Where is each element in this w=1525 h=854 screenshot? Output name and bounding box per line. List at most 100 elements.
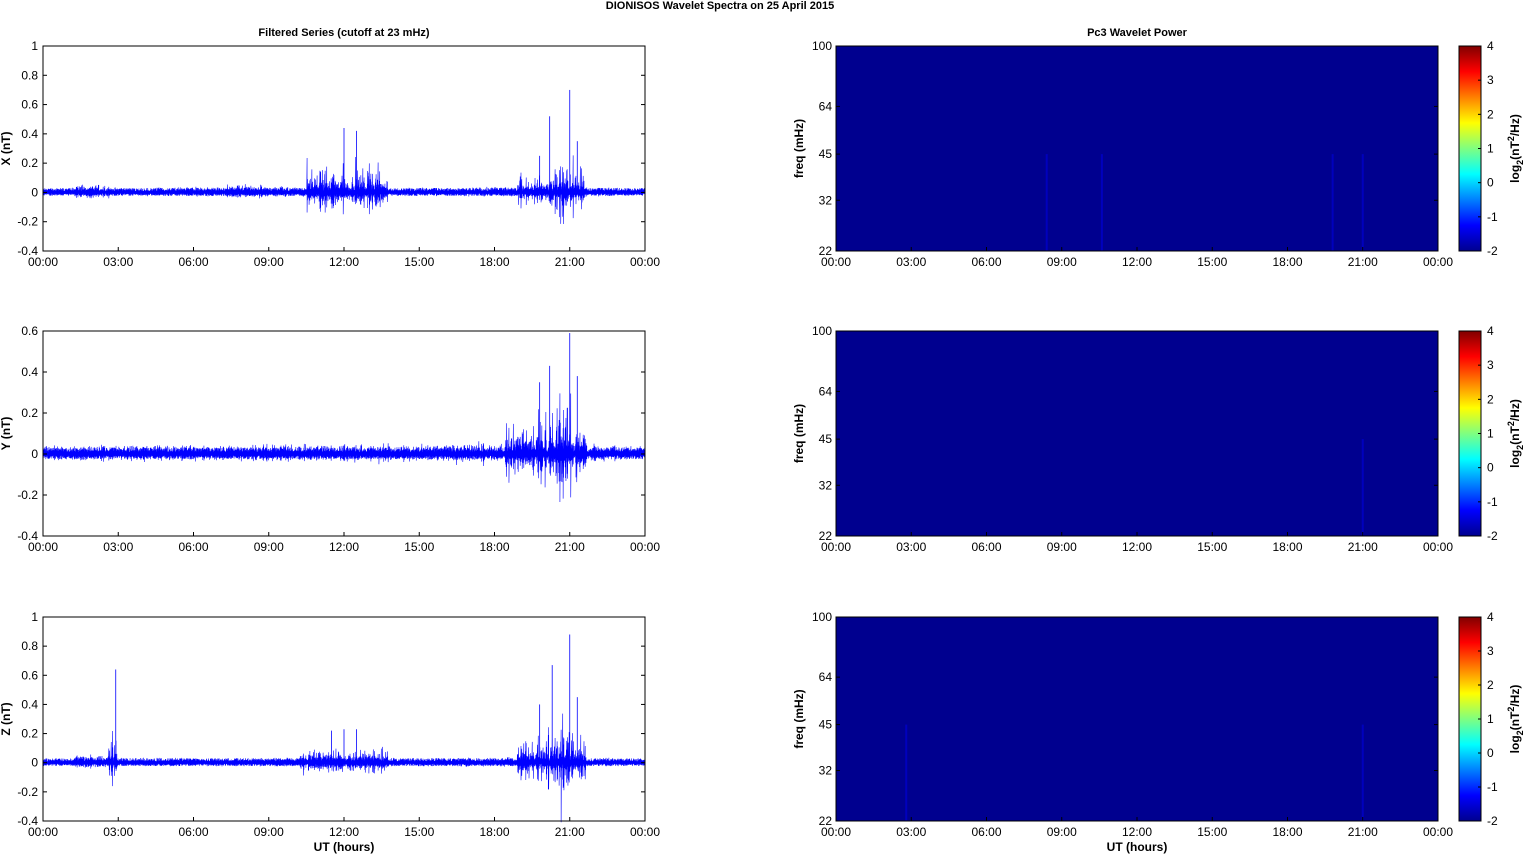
x-series-xtick-label: 21:00: [555, 255, 585, 269]
y-wavelet-ytick-label: 45: [819, 432, 833, 446]
y-series-xtick-label: 06:00: [178, 540, 208, 554]
x-series-ytick-label: 1: [31, 39, 38, 53]
y-wavelet-xtick-label: 15:00: [1197, 540, 1227, 554]
x-wavelet-xtick-label: 21:00: [1348, 255, 1378, 269]
y-wavelet-colorbar-tick-label: 2: [1487, 392, 1494, 406]
x-series-ytick-label: 0.4: [21, 127, 38, 141]
z-wavelet-xtick-label: 00:00: [821, 825, 851, 839]
y-wavelet-power-streak: [1361, 439, 1364, 536]
x-series-xtick-label: 12:00: [329, 255, 359, 269]
x-wavelet-colorbar-tick-label: 1: [1487, 142, 1494, 156]
x-wavelet-colorbar-label: log2(nT2/Hz): [1506, 114, 1525, 183]
y-wavelet-ytick-label: 32: [819, 478, 833, 492]
x-wavelet-ytick-label: 45: [819, 147, 833, 161]
y-wavelet-xtick-label: 03:00: [896, 540, 926, 554]
z-wavelet-power-streak: [1361, 724, 1364, 821]
y-series-xtick-label: 00:00: [630, 540, 660, 554]
y-wavelet-colorbar-tick-label: 3: [1487, 358, 1494, 372]
x-wavelet-xtick-label: 06:00: [971, 255, 1001, 269]
x-wavelet-xtick-label: 03:00: [896, 255, 926, 269]
z-wavelet-colorbar-tick-label: 4: [1487, 610, 1494, 624]
z-wavelet-ytick-label: 100: [812, 610, 832, 624]
x-wavelet-ytick-label: 100: [812, 39, 832, 53]
y-wavelet-colorbar: [1458, 330, 1482, 537]
y-series-ytick-label: 0.4: [21, 365, 38, 379]
y-series-xtick-label: 03:00: [103, 540, 133, 554]
x-wavelet-ytick-label: 32: [819, 193, 833, 207]
x-wavelet-colorbar: [1458, 45, 1482, 252]
figure-title: DIONISOS Wavelet Spectra on 25 April 201…: [606, 0, 834, 12]
z-wavelet-colorbar-tick-label: 2: [1487, 678, 1494, 692]
x-wavelet-xtick-label: 15:00: [1197, 255, 1227, 269]
y-series-ytick-label: 0.2: [21, 406, 38, 420]
y-wavelet-ytick-label: 64: [819, 384, 833, 398]
z-wavelet-colorbar-tick-label: -2: [1487, 814, 1498, 828]
z-series-ytick-label: 1: [31, 610, 38, 624]
x-wavelet-xtick-label: 09:00: [1047, 255, 1077, 269]
y-series-xtick-label: 00:00: [28, 540, 58, 554]
y-wavelet-colorbar-tick-label: -1: [1487, 495, 1498, 509]
y-wavelet-heatmap: [836, 331, 1438, 536]
z-wavelet-xtick-label: 09:00: [1047, 825, 1077, 839]
y-wavelet-y-axis-label: freq (mHz): [792, 404, 806, 463]
y-series-ytick-label: -0.2: [17, 488, 38, 502]
z-series-xtick-label: 21:00: [555, 825, 585, 839]
z-series-ytick-label: 0.2: [21, 727, 38, 741]
y-wavelet-xtick-label: 21:00: [1348, 540, 1378, 554]
y-wavelet-xtick-label: 18:00: [1272, 540, 1302, 554]
x-series-axes: 1 0.8 0.6 0.4 0.2 0 -0.2 -0.4 X (nT): [0, 39, 646, 258]
x-series-xtick-label: 00:00: [28, 255, 58, 269]
right-x-axis-label: UT (hours): [1107, 840, 1168, 854]
x-wavelet-xtick-label: 12:00: [1122, 255, 1152, 269]
x-wavelet-colorbar-tick-label: -1: [1487, 210, 1498, 224]
z-wavelet-colorbar-tick-label: 0: [1487, 746, 1494, 760]
wavelet-power-title: Pc3 Wavelet Power: [1087, 27, 1188, 39]
x-series-y-axis-label: X (nT): [0, 132, 13, 166]
x-series-ytick-label: -0.2: [17, 215, 38, 229]
x-wavelet-colorbar-tick-label: -2: [1487, 244, 1498, 258]
y-series-xtick-label: 21:00: [555, 540, 585, 554]
y-series-ytick-label: 0: [31, 447, 38, 461]
z-wavelet-xtick-label: 03:00: [896, 825, 926, 839]
y-wavelet-xtick-label: 06:00: [971, 540, 1001, 554]
z-series-y-axis-label: Z (nT): [0, 702, 13, 735]
z-wavelet-xtick-label: 21:00: [1348, 825, 1378, 839]
z-series-xtick-label: 09:00: [254, 825, 284, 839]
x-wavelet-colorbar-tick-label: 0: [1487, 176, 1494, 190]
x-series-xtick-label: 15:00: [404, 255, 434, 269]
x-series-xtick-label: 03:00: [103, 255, 133, 269]
x-wavelet-heatmap: [836, 46, 1438, 251]
z-series-xtick-label: 00:00: [28, 825, 58, 839]
filtered-series-title: Filtered Series (cutoff at 23 mHz): [258, 27, 429, 39]
z-wavelet-colorbar-tick-label: 3: [1487, 644, 1494, 658]
z-series-ytick-label: 0.6: [21, 668, 38, 682]
x-series-xtick-label: 09:00: [254, 255, 284, 269]
z-wavelet-colorbar-tick-label: 1: [1487, 712, 1494, 726]
x-wavelet-colorbar-tick-label: 4: [1487, 39, 1494, 53]
z-wavelet-xtick-label: 18:00: [1272, 825, 1302, 839]
x-series-ytick-label: 0.8: [21, 68, 38, 82]
y-wavelet-xtick-label: 00:00: [1423, 540, 1453, 554]
x-wavelet-xtick-label: 00:00: [821, 255, 851, 269]
y-wavelet-ytick-label: 22: [819, 529, 833, 543]
y-series-frame: [42, 330, 646, 537]
left-x-axis-label: UT (hours): [314, 840, 375, 854]
z-wavelet-ytick-label: 64: [819, 670, 833, 684]
y-series-ytick-label: 0.6: [21, 324, 38, 338]
x-wavelet-y-axis-label: freq (mHz): [792, 119, 806, 178]
y-wavelet-colorbar-label: log2(nT2/Hz): [1506, 399, 1525, 468]
y-wavelet-colorbar-tick-label: 4: [1487, 324, 1494, 338]
z-wavelet-xtick-label: 12:00: [1122, 825, 1152, 839]
y-wavelet-colorbar-tick-label: 1: [1487, 427, 1494, 441]
z-series-xtick-label: 03:00: [103, 825, 133, 839]
x-wavelet-colorbar-tick-label: 2: [1487, 107, 1494, 121]
x-wavelet-power-streak: [1331, 154, 1334, 251]
y-series-xtick-label: 09:00: [254, 540, 284, 554]
x-series-ytick-label: -0.4: [17, 244, 38, 258]
z-series-ytick-label: 0: [31, 756, 38, 770]
x-series-ytick-label: 0.6: [21, 98, 38, 112]
z-series-ytick-label: -0.4: [17, 814, 38, 828]
